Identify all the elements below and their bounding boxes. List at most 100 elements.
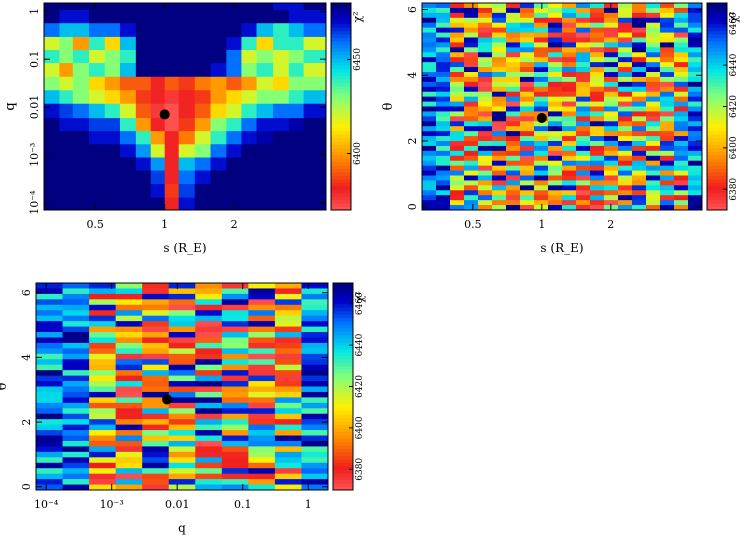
heatmap-cell	[301, 413, 329, 420]
heatmap-cell	[422, 160, 437, 167]
heatmap-cell	[288, 170, 305, 185]
x-tick-label: 0.01	[165, 498, 190, 511]
heatmap-cell	[221, 386, 249, 393]
heatmap-cell	[464, 136, 479, 142]
heatmap-cell	[301, 386, 329, 393]
heatmap-cell	[562, 72, 577, 78]
heatmap-cell	[618, 111, 633, 117]
heatmap-cell	[618, 22, 633, 29]
heatmap-cell	[89, 337, 117, 344]
heatmap-cell	[422, 175, 437, 181]
heatmap-cell	[534, 72, 549, 78]
heatmap-cell	[450, 76, 465, 83]
heatmap-cell	[450, 145, 465, 152]
heatmap-cell	[674, 7, 689, 14]
heatmap-cell	[119, 130, 137, 145]
heatmap-cell	[618, 160, 633, 167]
heatmap-cell	[221, 315, 249, 322]
heatmap-cell	[548, 155, 563, 162]
heatmap-cell	[520, 126, 535, 132]
heatmap-cell	[674, 136, 689, 142]
heatmap-cell	[194, 62, 212, 77]
heatmap-cell	[241, 36, 258, 50]
heatmap-cell	[195, 381, 223, 387]
heatmap-cell	[520, 141, 535, 147]
heatmap-cell	[450, 106, 465, 112]
heatmap-cell	[520, 67, 535, 73]
heatmap-cell	[674, 101, 689, 107]
heatmap-cell	[464, 126, 479, 132]
heatmap-cell	[89, 197, 106, 211]
heatmap-cell	[135, 117, 152, 132]
heatmap-cell	[436, 200, 451, 206]
heatmap-cell	[646, 106, 661, 112]
heatmap-cell	[562, 116, 577, 122]
heatmap-cell	[632, 47, 647, 53]
heatmap-cell	[194, 117, 212, 132]
heatmap-cell	[492, 52, 507, 58]
heatmap-cell	[674, 121, 689, 127]
colorbar-step	[707, 206, 727, 211]
heatmap-cell	[674, 175, 689, 181]
heatmap-cell	[450, 42, 465, 48]
heatmap-cell	[548, 57, 563, 63]
heatmap-cell	[548, 62, 563, 68]
colorbar-step	[331, 13, 351, 18]
heatmap-cell	[142, 424, 170, 431]
heatmap-cell	[422, 165, 437, 172]
y-axis-label: θ	[0, 382, 10, 390]
heatmap-cell	[632, 67, 647, 73]
heatmap-cell	[478, 141, 493, 147]
heatmap-cell	[36, 337, 64, 344]
heatmap-cell	[274, 315, 302, 322]
heatmap-cell	[221, 457, 249, 464]
heatmap-cell	[256, 9, 274, 24]
heatmap-cell	[194, 9, 212, 24]
heatmap-cell	[506, 150, 521, 157]
heatmap-cell	[674, 32, 689, 38]
heatmap-cell	[273, 62, 290, 77]
heatmap-cell	[436, 131, 451, 137]
heatmap-cell	[534, 57, 549, 63]
heatmap-cell	[646, 150, 661, 157]
heatmap-cell	[660, 17, 675, 24]
heatmap-cell	[168, 332, 196, 338]
heatmap-cell	[274, 473, 302, 480]
heatmap-cell	[178, 170, 196, 185]
heatmap-cell	[590, 91, 605, 98]
heatmap-cell	[301, 342, 329, 349]
heatmap-cell	[590, 165, 605, 172]
heatmap-cell	[548, 131, 563, 137]
colorbar-tick-label: 6460	[355, 292, 365, 315]
heatmap-cell	[36, 304, 64, 311]
heatmap-cell	[520, 27, 535, 34]
heatmap-cell	[688, 136, 703, 142]
heatmap-cell	[464, 141, 479, 147]
heatmap-cell	[548, 27, 563, 34]
heatmap-cell	[534, 155, 549, 162]
heatmap-cell	[256, 143, 274, 158]
heatmap-cell	[168, 375, 196, 382]
heatmap-cell	[492, 96, 507, 103]
heatmap-cell	[464, 7, 479, 14]
heatmap-cell	[660, 195, 675, 201]
heatmap-cell	[104, 117, 121, 132]
heatmap-cell	[301, 299, 329, 306]
colorbar-step	[331, 144, 351, 149]
heatmap-cell	[576, 3, 591, 9]
colorbar-step	[333, 445, 353, 450]
heatmap-cell	[576, 131, 591, 137]
heatmap-cell	[450, 131, 465, 137]
heatmap-cell	[688, 42, 703, 48]
heatmap-cell	[62, 413, 90, 420]
heatmap-cell	[492, 91, 507, 98]
heatmap-cell	[660, 111, 675, 117]
panel-q-theta: 10⁻⁴10⁻³0.010.110246qθ638064006420644064…	[0, 282, 366, 535]
heatmap-cell	[274, 451, 302, 458]
heatmap-cell	[562, 180, 577, 186]
colorbar-step	[707, 147, 727, 152]
colorbar-step	[707, 123, 727, 128]
heatmap-cell	[273, 3, 290, 10]
